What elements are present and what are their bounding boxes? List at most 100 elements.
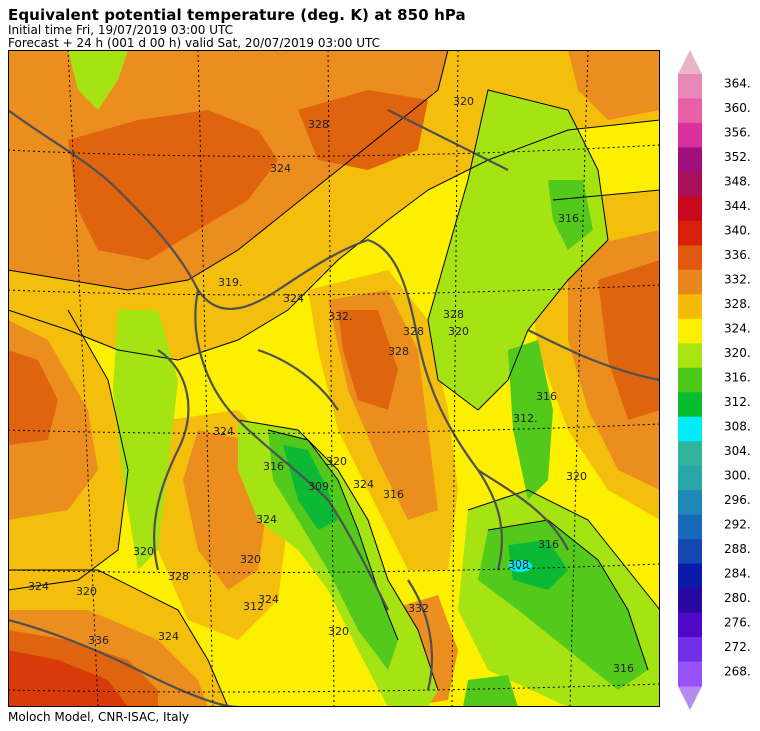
contour-fill-332-nw	[68, 110, 278, 260]
legend-swatch	[678, 269, 702, 295]
contour-value-label: 320	[326, 455, 347, 468]
legend-level-label: 328.	[724, 297, 751, 311]
contour-value-label: 324	[158, 630, 179, 643]
legend-swatch	[678, 539, 702, 565]
legend-level-label: 312.	[724, 395, 751, 409]
legend-level-label: 292.	[724, 517, 751, 531]
contour-value-label: 328	[168, 570, 189, 583]
contour-value-labels: 328 320 324 319. 324 332. 328 328 328 316. 320 312.…	[28, 95, 634, 675]
contour-fill-336-sw	[8, 650, 128, 707]
legend-level-label: 304.	[724, 444, 751, 458]
legend-swatch	[678, 171, 702, 197]
contour-fill-316-nw-strip	[68, 50, 128, 110]
legend-level-label: 296.	[724, 493, 751, 507]
contour-value-label: 332.	[328, 310, 353, 323]
legend-level-label: 308.	[724, 419, 751, 433]
forecast-valid-time: Forecast + 24 h (001 d 00 h) valid Sat, …	[8, 36, 381, 50]
legend-swatch	[678, 245, 702, 271]
contour-value-label: 320	[566, 470, 587, 483]
legend-swatch	[678, 196, 702, 222]
contour-fill-332-west	[8, 350, 58, 445]
legend-level-label: 284.	[724, 566, 751, 580]
contour-value-label: 319.	[218, 276, 243, 289]
contour-fill-332-center	[338, 310, 398, 410]
legend-level-label: 364.	[724, 76, 751, 90]
contour-value-label: 324	[258, 593, 279, 606]
legend-swatch	[678, 441, 702, 467]
contour-value-label: 320	[328, 625, 349, 638]
coastlines	[8, 109, 660, 707]
legend-swatch	[678, 637, 702, 663]
map-frame	[8, 50, 660, 707]
contour-value-label: 328	[388, 345, 409, 358]
contour-fill-308-east	[508, 540, 568, 590]
contour-fill-312-balkan	[508, 340, 553, 500]
legend-swatch	[678, 661, 702, 687]
legend-level-label: 272.	[724, 640, 751, 654]
legend-level-label: 332.	[724, 272, 751, 286]
legend-swatch	[678, 343, 702, 369]
contour-value-label: 309.	[308, 480, 333, 493]
contour-value-label: 320	[448, 325, 469, 338]
contour-value-label: 316	[263, 460, 284, 473]
legend-swatch	[678, 294, 702, 320]
legend-level-label: 352.	[724, 150, 751, 164]
weather-map: 328 320 324 319. 324 332. 328 328 328 316. 320 312.…	[8, 50, 660, 707]
legend-swatch	[678, 122, 702, 148]
legend-level-label: 320.	[724, 346, 751, 360]
contour-fill-316-north	[428, 90, 608, 410]
legend-swatch	[678, 514, 702, 540]
legend-swatch	[678, 318, 702, 344]
legend-label-group: 364. 360. 356. 352. 348. 344. 340. 336. 332. 328.…	[724, 76, 751, 678]
contour-value-label: 328	[443, 308, 464, 321]
contour-value-label: 316	[536, 390, 557, 403]
legend-level-label: 348.	[724, 174, 751, 188]
legend-swatch	[678, 612, 702, 638]
contour-fill-308-adriatic	[283, 445, 338, 530]
contour-value-label: 324	[256, 513, 277, 526]
legend-swatch	[678, 392, 702, 418]
contour-value-label: 328	[308, 118, 329, 131]
contour-value-label: 316.	[558, 212, 583, 225]
contour-value-label: 324	[213, 425, 234, 438]
contour-fill-312-south	[463, 675, 518, 707]
legend-level-label: 288.	[724, 542, 751, 556]
legend-level-label: 340.	[724, 223, 751, 237]
graticule	[8, 50, 660, 707]
legend-level-label: 276.	[724, 615, 751, 629]
legend-swatch	[678, 465, 702, 491]
initial-time: Initial time Fri, 19/07/2019 03:00 UTC	[8, 23, 234, 37]
contour-value-label: 316	[538, 538, 559, 551]
contour-value-label: 316	[383, 488, 404, 501]
contour-fill-332-east	[598, 260, 660, 420]
legend-level-label: 360.	[724, 101, 751, 115]
legend-swatch	[678, 416, 702, 442]
legend-bottom-arrow	[678, 686, 702, 710]
contour-value-label: 320	[133, 545, 154, 558]
contour-value-label: 332	[408, 602, 429, 615]
legend-top-arrow	[678, 50, 702, 74]
contour-value-label: 308	[508, 558, 529, 571]
legend-swatch	[678, 588, 702, 614]
contour-value-label: 312.	[513, 412, 538, 425]
legend-level-label: 344.	[724, 199, 751, 213]
contour-value-label: 336	[88, 634, 109, 647]
legend-level-label: 356.	[724, 125, 751, 139]
legend-swatch	[678, 74, 702, 99]
legend-swatch	[678, 563, 702, 589]
legend-swatch-group	[678, 74, 702, 687]
contour-value-label: 324	[353, 478, 374, 491]
contour-value-label: 320	[453, 95, 474, 108]
contour-lines	[8, 50, 660, 707]
legend-swatch	[678, 220, 702, 246]
legend-level-label: 300.	[724, 468, 751, 482]
legend-level-label: 280.	[724, 591, 751, 605]
contour-fill-332-north	[298, 90, 428, 170]
theta-e-field: 328 320 324 319. 324 332. 328 328 328 316. 320 312.…	[8, 50, 660, 707]
legend-swatch	[678, 98, 702, 124]
legend-swatch	[678, 367, 702, 393]
contour-value-label: 324	[283, 292, 304, 305]
legend-level-label: 268.	[724, 664, 751, 678]
contour-fill-328-ne	[568, 50, 660, 120]
contour-value-label: 324	[270, 162, 291, 175]
